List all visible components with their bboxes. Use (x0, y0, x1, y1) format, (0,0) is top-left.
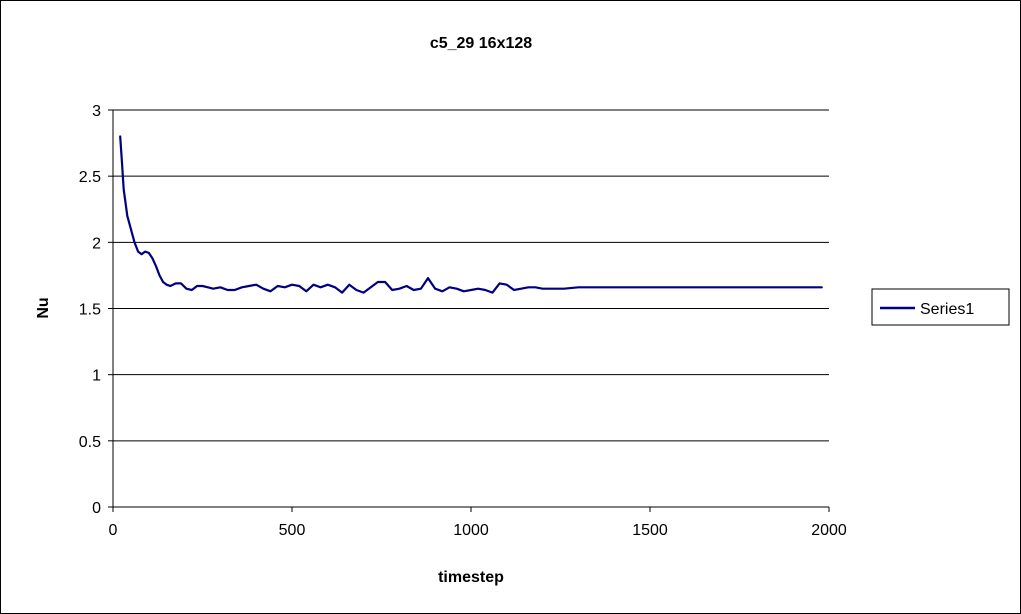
legend-label-series1: Series1 (920, 301, 974, 318)
chart-title: c5_29 16x128 (430, 35, 532, 52)
y-tick-labels: 0 0.5 1 1.5 2 2.5 3 (79, 103, 101, 517)
grid-lines (108, 109, 829, 508)
series-lines (119, 135, 823, 294)
y-tick-label: 0 (92, 500, 101, 517)
x-axis-title: timestep (438, 569, 504, 586)
x-tick-label: 1500 (632, 522, 668, 539)
y-tick-label: 1 (92, 368, 101, 385)
y-axis-title: Nu (35, 297, 52, 318)
x-tick-label: 0 (109, 522, 118, 539)
x-tick-labels: 0 500 1000 1500 2000 (109, 522, 847, 539)
x-tick-label: 500 (279, 522, 306, 539)
series-line-1 (119, 135, 823, 294)
y-tick-label: 1.5 (79, 302, 101, 319)
y-tick-label: 2 (92, 235, 101, 252)
legend: Series1 (871, 288, 1010, 326)
x-tick-label: 2000 (811, 522, 847, 539)
x-tick-label: 1000 (453, 522, 489, 539)
axes (112, 110, 830, 512)
y-tick-label: 2.5 (79, 169, 101, 186)
y-tick-label: 0.5 (79, 434, 101, 451)
y-tick-label: 3 (92, 103, 101, 120)
